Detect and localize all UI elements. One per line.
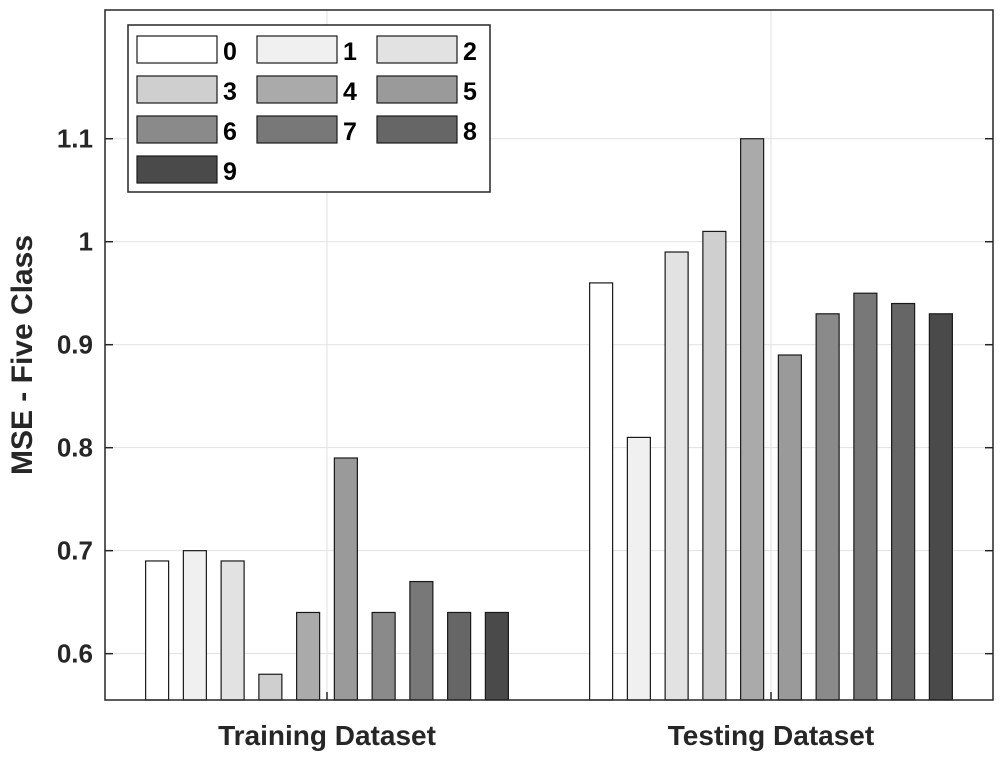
bar-series-2-training	[220, 560, 245, 701]
bar-series-0-training	[145, 560, 170, 701]
bar-series-2-testing	[664, 251, 689, 701]
legend-label-4: 4	[343, 78, 357, 106]
bar-series-4-training	[296, 611, 321, 701]
bar-series-3-training	[258, 673, 283, 701]
legend-swatch-6	[136, 115, 218, 144]
bar-series-1-training	[182, 550, 207, 701]
y-tick-label: 0.6	[57, 639, 93, 669]
bar-series-9-training	[484, 611, 509, 701]
legend-swatch-1	[256, 35, 338, 64]
bar-series-5-training	[333, 457, 358, 701]
x-category-label: Testing Dataset	[668, 720, 874, 751]
y-tick-label: 0.8	[57, 433, 93, 463]
legend-label-5: 5	[463, 78, 477, 106]
legend-label-8: 8	[463, 118, 477, 146]
bar-series-0-testing	[589, 282, 614, 701]
bar-series-9-testing	[928, 313, 953, 701]
legend: 0 1 2 3 4 5 6 7 8 9	[127, 24, 491, 193]
bar-series-1-testing	[626, 436, 651, 701]
bar-series-6-training	[371, 611, 396, 701]
legend-swatch-8	[376, 115, 458, 144]
legend-label-7: 7	[343, 118, 357, 146]
x-axis-category-labels: Training Dataset Testing Dataset	[218, 692, 874, 751]
legend-swatch-4	[256, 75, 338, 104]
legend-swatch-7	[256, 115, 338, 144]
x-category-label: Training Dataset	[218, 720, 436, 751]
grid-lines	[105, 10, 993, 700]
legend-label-6: 6	[223, 118, 237, 146]
bar-series-7-testing	[853, 292, 878, 701]
legend-swatch-2	[376, 35, 458, 64]
legend-swatch-0	[136, 35, 218, 64]
y-tick-label: 1	[79, 227, 93, 257]
bar-series-8-training	[447, 611, 472, 701]
y-axis-label: MSE - Five Class	[6, 235, 39, 475]
legend-swatch-9	[136, 155, 218, 184]
legend-label-9: 9	[223, 158, 237, 186]
legend-label-0: 0	[223, 38, 237, 66]
legend-swatch-5	[376, 75, 458, 104]
bar-series-3-testing	[702, 230, 727, 701]
y-tick-label: 1.1	[57, 124, 93, 154]
legend-swatch-3	[136, 75, 218, 104]
y-axis-ticks: 0.6 0.7 0.8 0.9 1 1.1	[57, 124, 993, 669]
y-tick-label: 0.9	[57, 330, 93, 360]
bar-series-7-training	[409, 580, 434, 701]
bar-series-5-testing	[777, 354, 802, 701]
bar-series-6-testing	[815, 313, 840, 701]
legend-label-2: 2	[463, 38, 477, 66]
plot-frame	[104, 9, 994, 701]
bar-series-8-testing	[891, 302, 916, 701]
legend-label-3: 3	[223, 78, 237, 106]
y-tick-label: 0.7	[57, 536, 93, 566]
legend-label-1: 1	[343, 38, 357, 66]
bar-series-4-testing	[740, 138, 765, 701]
bars	[145, 138, 953, 701]
